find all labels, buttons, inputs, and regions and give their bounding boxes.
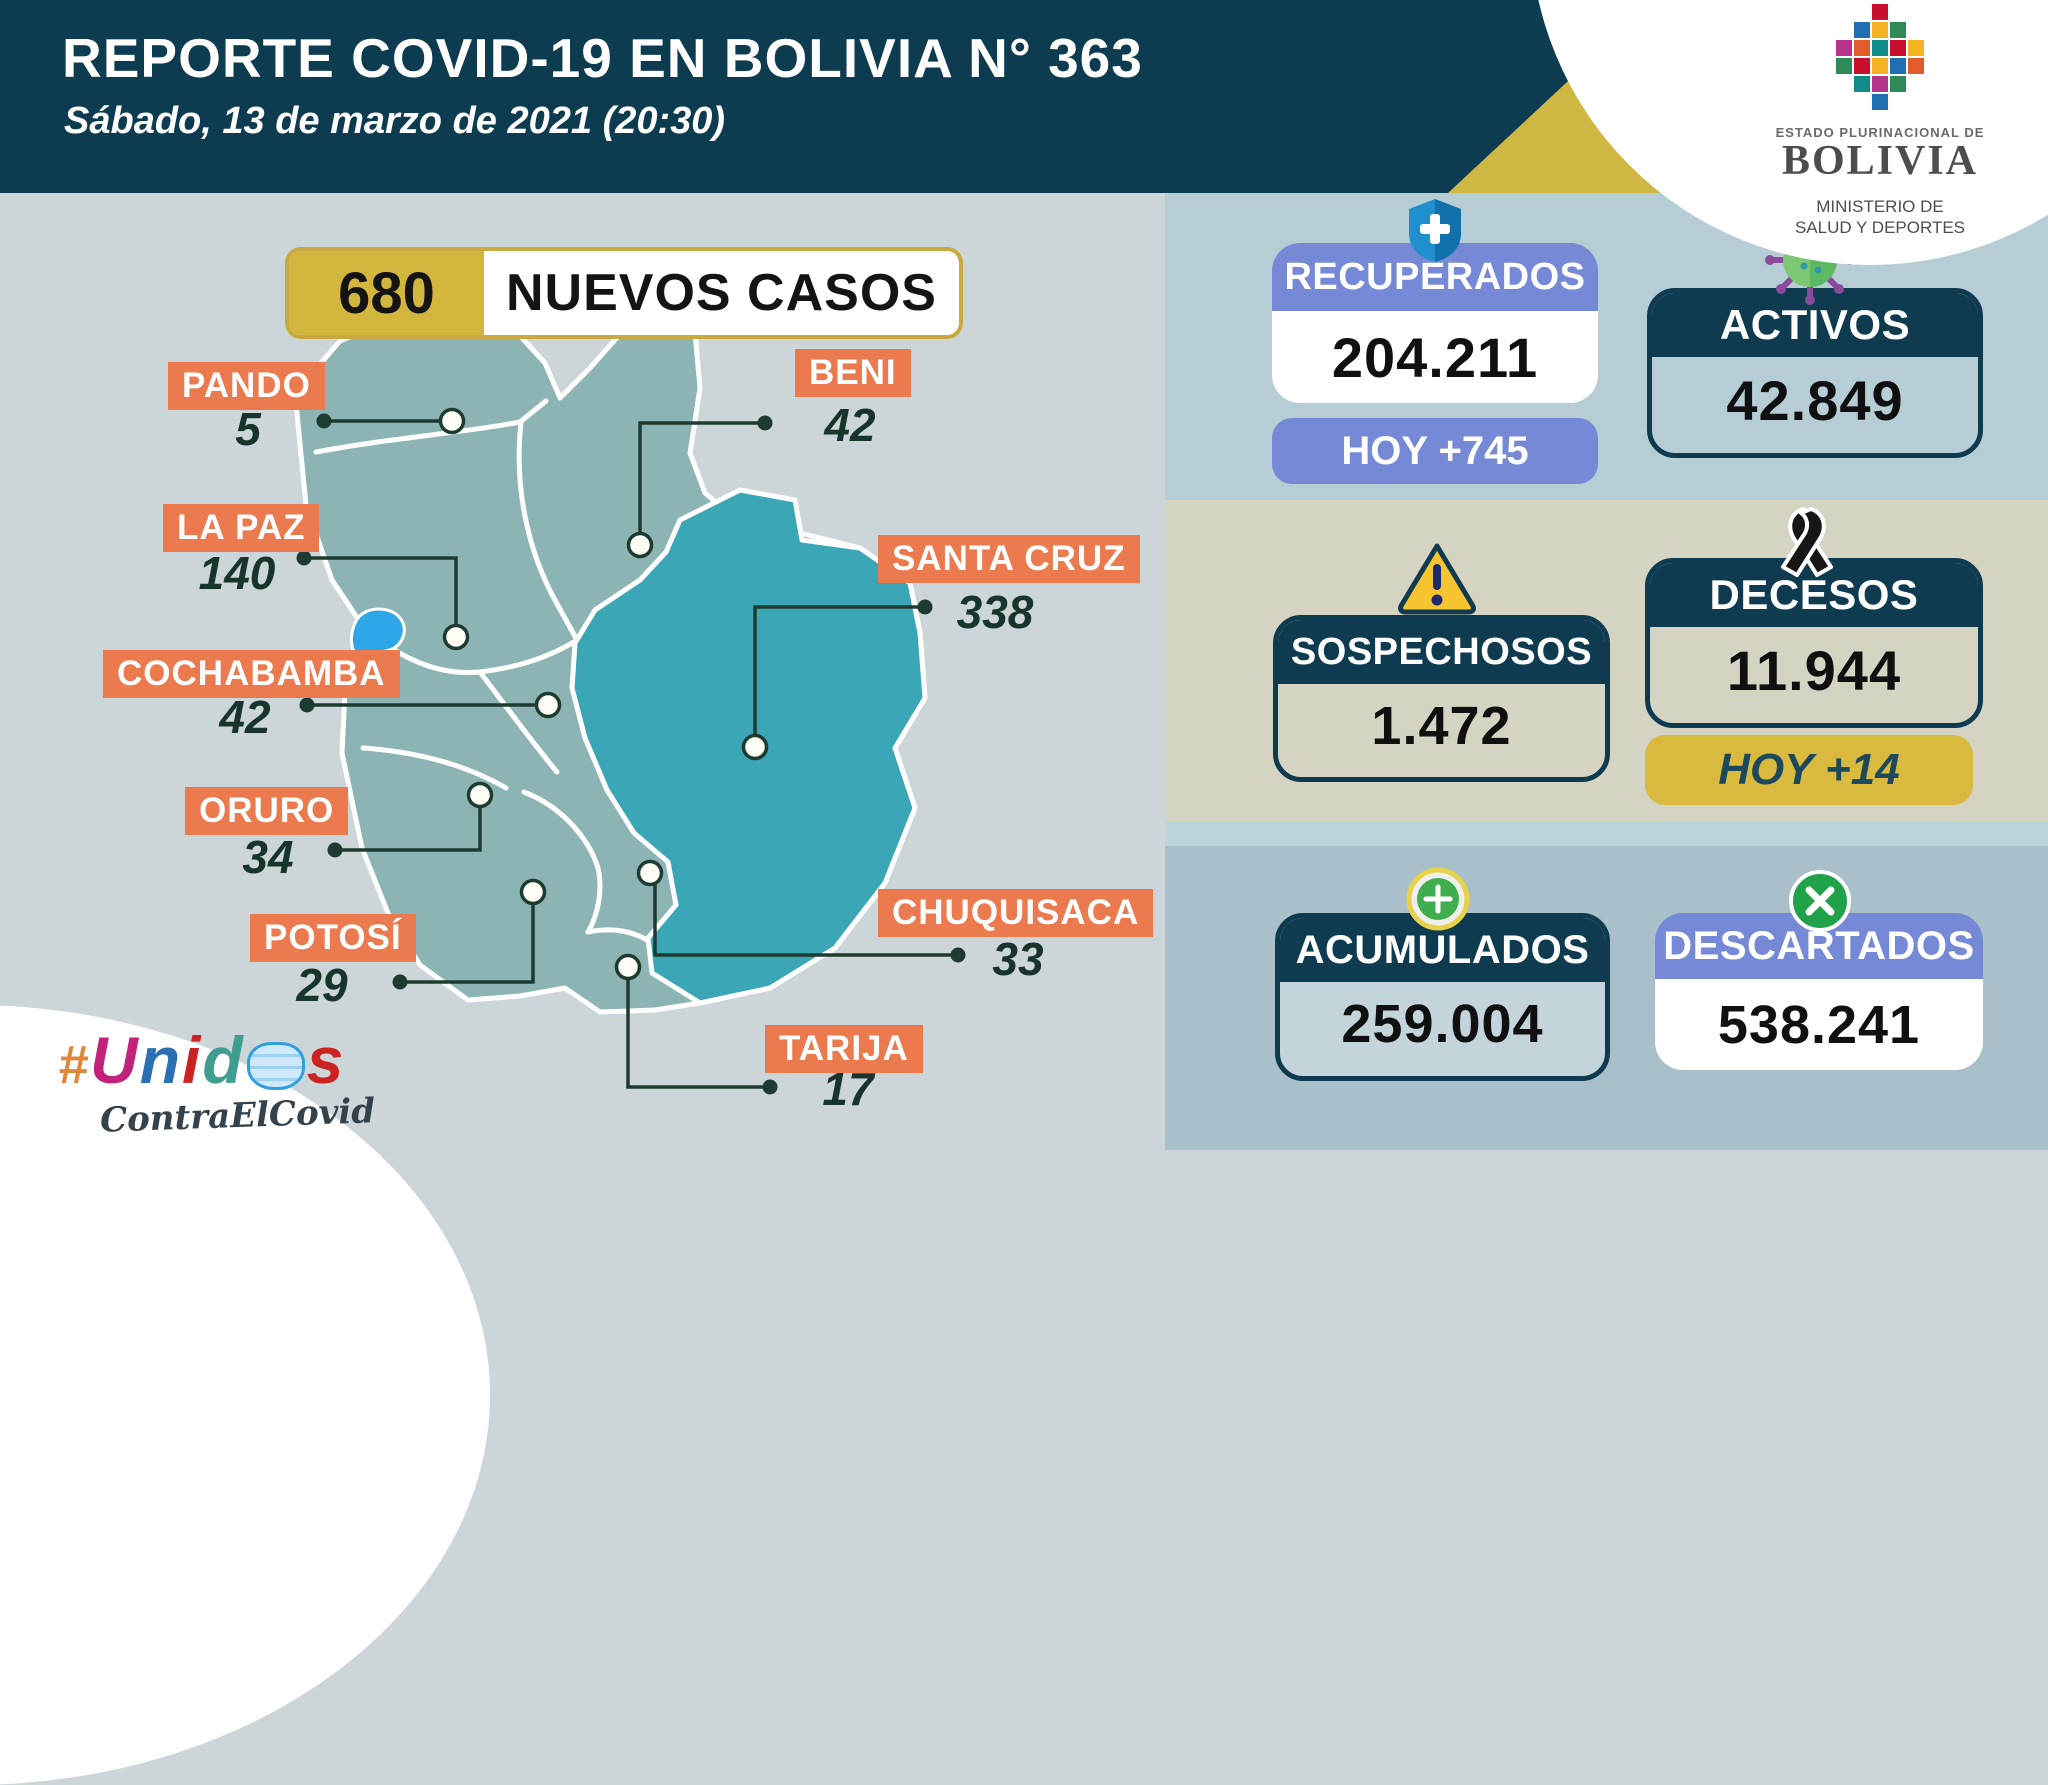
logo-ministry-line2: SALUD Y DEPORTES xyxy=(1794,218,1966,238)
page-title: REPORTE COVID-19 EN BOLIVIA N° 363 xyxy=(62,27,1143,89)
recuperados-today-pill: HOY +745 xyxy=(1272,418,1598,484)
dept-value-oruro: 34 xyxy=(242,831,294,883)
card-sospechosos-header: SOSPECHOSOS xyxy=(1278,620,1605,684)
card-acumulados: ACUMULADOS 259.004 xyxy=(1275,913,1610,1081)
x-circle-icon xyxy=(1789,870,1851,932)
new-cases-label: NUEVOS CASOS xyxy=(506,264,937,322)
shield-plus-icon xyxy=(1409,199,1461,262)
mourning-ribbon-icon xyxy=(1781,507,1833,577)
dept-value-tarija: 17 xyxy=(822,1063,874,1115)
dept-value-potosi: 29 xyxy=(296,959,348,1011)
map-point-markers xyxy=(438,407,769,981)
bolivia-emblem-icon xyxy=(1836,4,1924,110)
dept-value-chuquisaca: 33 xyxy=(992,933,1044,985)
new-cases-badge: 680 NUEVOS CASOS xyxy=(285,247,963,339)
plus-circle-icon xyxy=(1406,867,1470,931)
dept-label-tarija: TARIJA xyxy=(765,1025,923,1073)
new-cases-value: 680 xyxy=(289,251,484,335)
warning-triangle-icon xyxy=(1398,543,1476,615)
card-sospechosos: SOSPECHOSOS 1.472 xyxy=(1273,615,1610,782)
card-descartados: DESCARTADOS 538.241 xyxy=(1655,913,1983,1070)
dept-value-pando: 5 xyxy=(235,403,261,455)
decesos-today-pill: HOY +14 xyxy=(1645,735,1973,805)
face-mask-icon xyxy=(246,1041,305,1090)
band-separator xyxy=(1165,822,2048,846)
leader-lines xyxy=(304,419,958,1089)
dept-label-la-paz: LA PAZ xyxy=(163,504,320,552)
dept-label-chuquisaca: CHUQUISACA xyxy=(878,889,1154,937)
dept-label-santa-cruz: SANTA CRUZ xyxy=(878,535,1140,583)
dept-label-oruro: ORURO xyxy=(185,787,349,835)
dept-label-cochabamba: COCHABAMBA xyxy=(103,650,400,698)
card-descartados-value: 538.241 xyxy=(1655,979,1983,1070)
card-acumulados-header: ACUMULADOS xyxy=(1280,918,1605,982)
dept-value-cochabamba: 42 xyxy=(219,691,271,743)
dept-label-pando: PANDO xyxy=(168,362,325,410)
dept-value-la-paz: 140 xyxy=(198,547,276,599)
dept-value-santa-cruz: 338 xyxy=(956,586,1034,638)
card-activos-header: ACTIVOS xyxy=(1652,293,1978,357)
logo-ministry-line1: MINISTERIO DE xyxy=(1816,197,1944,216)
dept-value-beni: 42 xyxy=(824,399,876,451)
logo-estado-text: ESTADO PLURINACIONAL DE xyxy=(1775,125,1985,140)
card-sospechosos-value: 1.472 xyxy=(1371,695,1512,756)
card-recuperados-value: 204.211 xyxy=(1272,311,1598,403)
bolivia-map xyxy=(292,305,966,1095)
unidos-logo: #Unid s xyxy=(58,1023,346,1097)
dept-label-beni: BENI xyxy=(795,349,911,397)
leader-dots xyxy=(296,413,966,1095)
card-activos: ACTIVOS 42.849 xyxy=(1647,288,1983,458)
card-decesos: DECESOS 11.944 xyxy=(1645,558,1983,728)
logo-bolivia-text: BOLIVIA xyxy=(1781,138,1979,184)
report-date: Sábado, 13 de marzo de 2021 (20:30) xyxy=(64,100,726,142)
card-activos-value: 42.849 xyxy=(1726,368,1904,432)
card-decesos-value: 11.944 xyxy=(1726,638,1902,702)
card-recuperados: RECUPERADOS 204.211 xyxy=(1272,243,1598,403)
card-acumulados-value: 259.004 xyxy=(1341,994,1544,1054)
dept-label-potosi: POTOSÍ xyxy=(250,914,416,962)
